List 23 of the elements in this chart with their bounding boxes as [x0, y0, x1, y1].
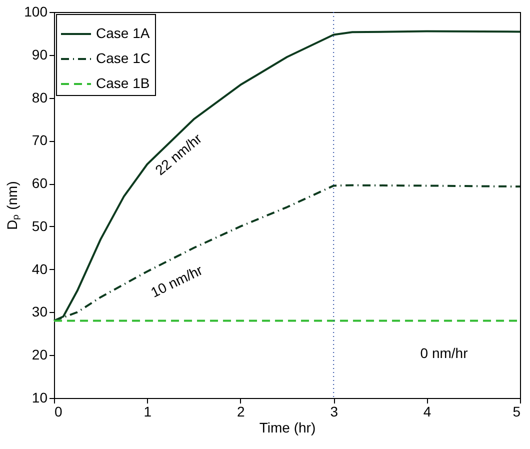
annotation: 10 nm/hr	[148, 262, 206, 300]
y-tick-label: 100	[24, 4, 48, 20]
y-tick-label: 80	[32, 89, 48, 106]
x-tick-label: 5	[512, 404, 521, 420]
y-tick-label: 10	[32, 390, 48, 406]
legend-label: Case 1C	[96, 50, 150, 66]
x-tick-label: 0	[54, 404, 62, 420]
x-tick-label: 4	[423, 404, 432, 420]
x-axis-title: Time (hr)	[259, 420, 316, 436]
y-tick-label: 20	[32, 346, 48, 363]
y-tick-label: 70	[32, 132, 48, 148]
x-tick-label: 2	[237, 404, 245, 420]
y-tick-label: 50	[32, 218, 48, 234]
y-tick-label: 30	[32, 304, 48, 320]
annotation: 0 nm/hr	[420, 345, 468, 361]
y-tick-label: 60	[32, 175, 48, 192]
x-tick-label: 3	[330, 404, 338, 420]
y-tick-label: 90	[32, 46, 48, 62]
y-axis-title: Dₚ (nm)	[4, 181, 22, 230]
legend-label: Case 1A	[96, 25, 150, 41]
legend-label: Case 1B	[96, 75, 150, 91]
y-tick-label: 40	[32, 260, 48, 277]
x-tick-label: 1	[144, 404, 152, 420]
